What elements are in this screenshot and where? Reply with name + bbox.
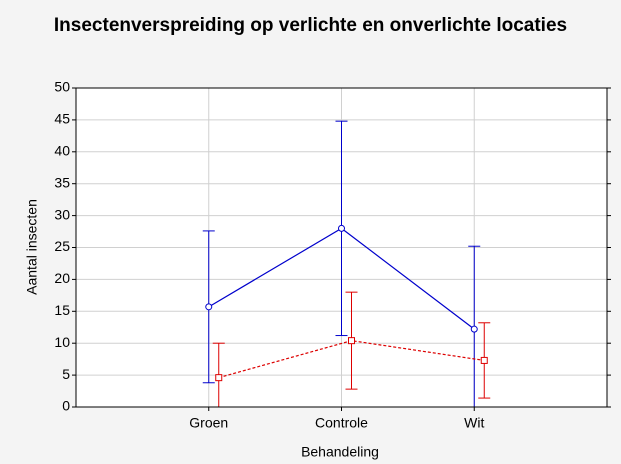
y-tick-label: 15 bbox=[54, 302, 70, 318]
y-tick-label: 40 bbox=[54, 143, 70, 159]
x-tick-label: Groen bbox=[189, 415, 228, 431]
y-tick-label: 30 bbox=[54, 206, 70, 222]
y-tick-label: 50 bbox=[54, 79, 70, 95]
y-tick-label: 5 bbox=[62, 366, 70, 382]
point bbox=[215, 374, 223, 382]
x-axis-label: Behandeling bbox=[301, 444, 379, 460]
x-tick-label: Controle bbox=[315, 415, 368, 431]
y-tick-label: 10 bbox=[54, 334, 70, 350]
y-tick-label: 0 bbox=[62, 398, 70, 414]
y-tick-label: 25 bbox=[54, 238, 70, 254]
y-tick-label: 45 bbox=[54, 111, 70, 127]
point bbox=[470, 325, 478, 333]
y-tick-label: 20 bbox=[54, 270, 70, 286]
point bbox=[480, 356, 488, 364]
y-tick-label: 35 bbox=[54, 174, 70, 190]
x-tick-label: Wit bbox=[464, 415, 484, 431]
point bbox=[205, 303, 213, 311]
chart-title: Insectenverspreiding op verlichte en onv… bbox=[53, 15, 568, 36]
point bbox=[348, 337, 355, 345]
y-axis-label: Aantal insecten bbox=[24, 199, 40, 295]
point bbox=[338, 224, 345, 232]
